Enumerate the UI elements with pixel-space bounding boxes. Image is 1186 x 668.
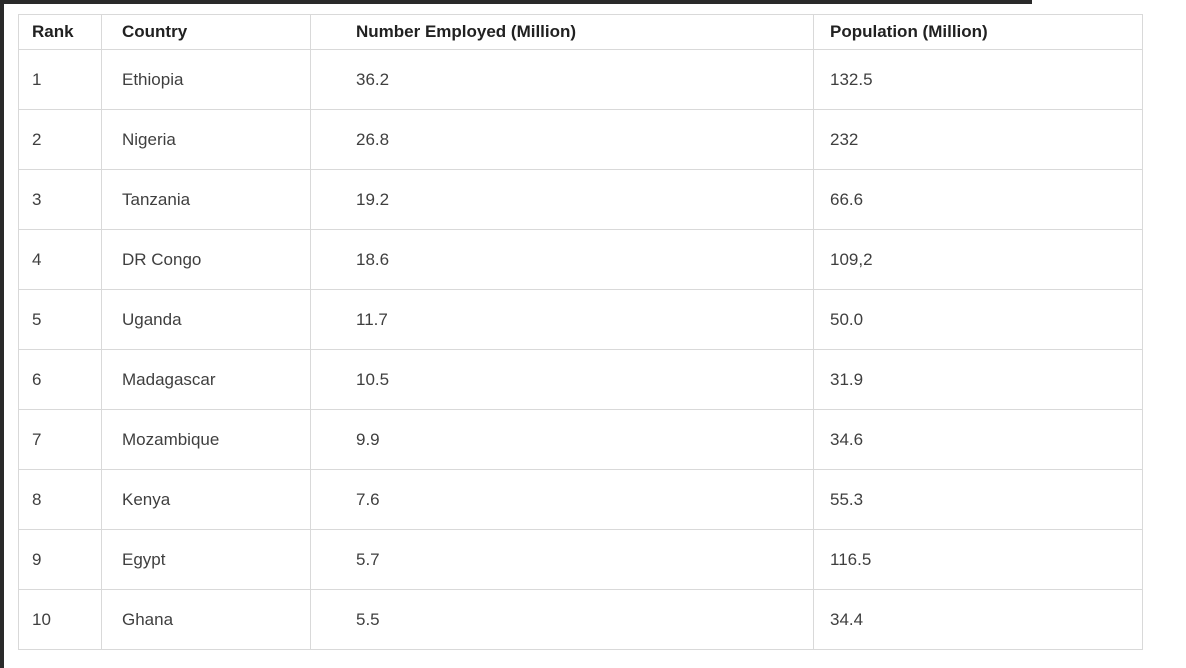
cell-employed: 5.7	[310, 529, 814, 590]
cell-employed: 36.2	[310, 49, 814, 110]
cell-employed: 18.6	[310, 229, 814, 290]
cell-rank: 3	[18, 169, 102, 230]
cell-country: Kenya	[101, 469, 311, 530]
left-edge-bar	[0, 0, 4, 668]
column-header-population: Population (Million)	[813, 14, 1143, 50]
column-header-country: Country	[101, 14, 311, 50]
cell-employed: 26.8	[310, 109, 814, 170]
cell-population: 31.9	[813, 349, 1143, 410]
cell-rank: 4	[18, 229, 102, 290]
table-header-row: Rank Country Number Employed (Million) P…	[18, 14, 1143, 50]
cell-country: Mozambique	[101, 409, 311, 470]
cell-population: 132.5	[813, 49, 1143, 110]
cell-country: Egypt	[101, 529, 311, 590]
cell-employed: 7.6	[310, 469, 814, 530]
cell-rank: 7	[18, 409, 102, 470]
table-row: 9 Egypt 5.7 116.5	[18, 529, 1143, 590]
table-row: 4 DR Congo 18.6 109,2	[18, 229, 1143, 290]
cell-employed: 9.9	[310, 409, 814, 470]
top-edge-bar	[0, 0, 1032, 4]
cell-rank: 9	[18, 529, 102, 590]
cell-population: 55.3	[813, 469, 1143, 530]
cell-population: 116.5	[813, 529, 1143, 590]
table-row: 10 Ghana 5.5 34.4	[18, 589, 1143, 650]
cell-employed: 19.2	[310, 169, 814, 230]
cell-population: 232	[813, 109, 1143, 170]
cell-country: Tanzania	[101, 169, 311, 230]
cell-employed: 5.5	[310, 589, 814, 650]
employment-table: Rank Country Number Employed (Million) P…	[18, 14, 1143, 650]
cell-rank: 10	[18, 589, 102, 650]
cell-population: 109,2	[813, 229, 1143, 290]
cell-population: 34.4	[813, 589, 1143, 650]
cell-employed: 10.5	[310, 349, 814, 410]
table-row: 3 Tanzania 19.2 66.6	[18, 169, 1143, 230]
column-header-employed: Number Employed (Million)	[310, 14, 814, 50]
cell-rank: 2	[18, 109, 102, 170]
cell-rank: 1	[18, 49, 102, 110]
cell-country: Ethiopia	[101, 49, 311, 110]
cell-country: Uganda	[101, 289, 311, 350]
cell-population: 66.6	[813, 169, 1143, 230]
table-row: 7 Mozambique 9.9 34.6	[18, 409, 1143, 470]
cell-country: Ghana	[101, 589, 311, 650]
table-row: 8 Kenya 7.6 55.3	[18, 469, 1143, 530]
cell-country: DR Congo	[101, 229, 311, 290]
cell-rank: 8	[18, 469, 102, 530]
cell-employed: 11.7	[310, 289, 814, 350]
column-header-rank: Rank	[18, 14, 102, 50]
table-row: 2 Nigeria 26.8 232	[18, 109, 1143, 170]
cell-rank: 5	[18, 289, 102, 350]
cell-population: 50.0	[813, 289, 1143, 350]
table-row: 6 Madagascar 10.5 31.9	[18, 349, 1143, 410]
table-row: 5 Uganda 11.7 50.0	[18, 289, 1143, 350]
cell-population: 34.6	[813, 409, 1143, 470]
cell-rank: 6	[18, 349, 102, 410]
table-row: 1 Ethiopia 36.2 132.5	[18, 49, 1143, 110]
cell-country: Nigeria	[101, 109, 311, 170]
cell-country: Madagascar	[101, 349, 311, 410]
